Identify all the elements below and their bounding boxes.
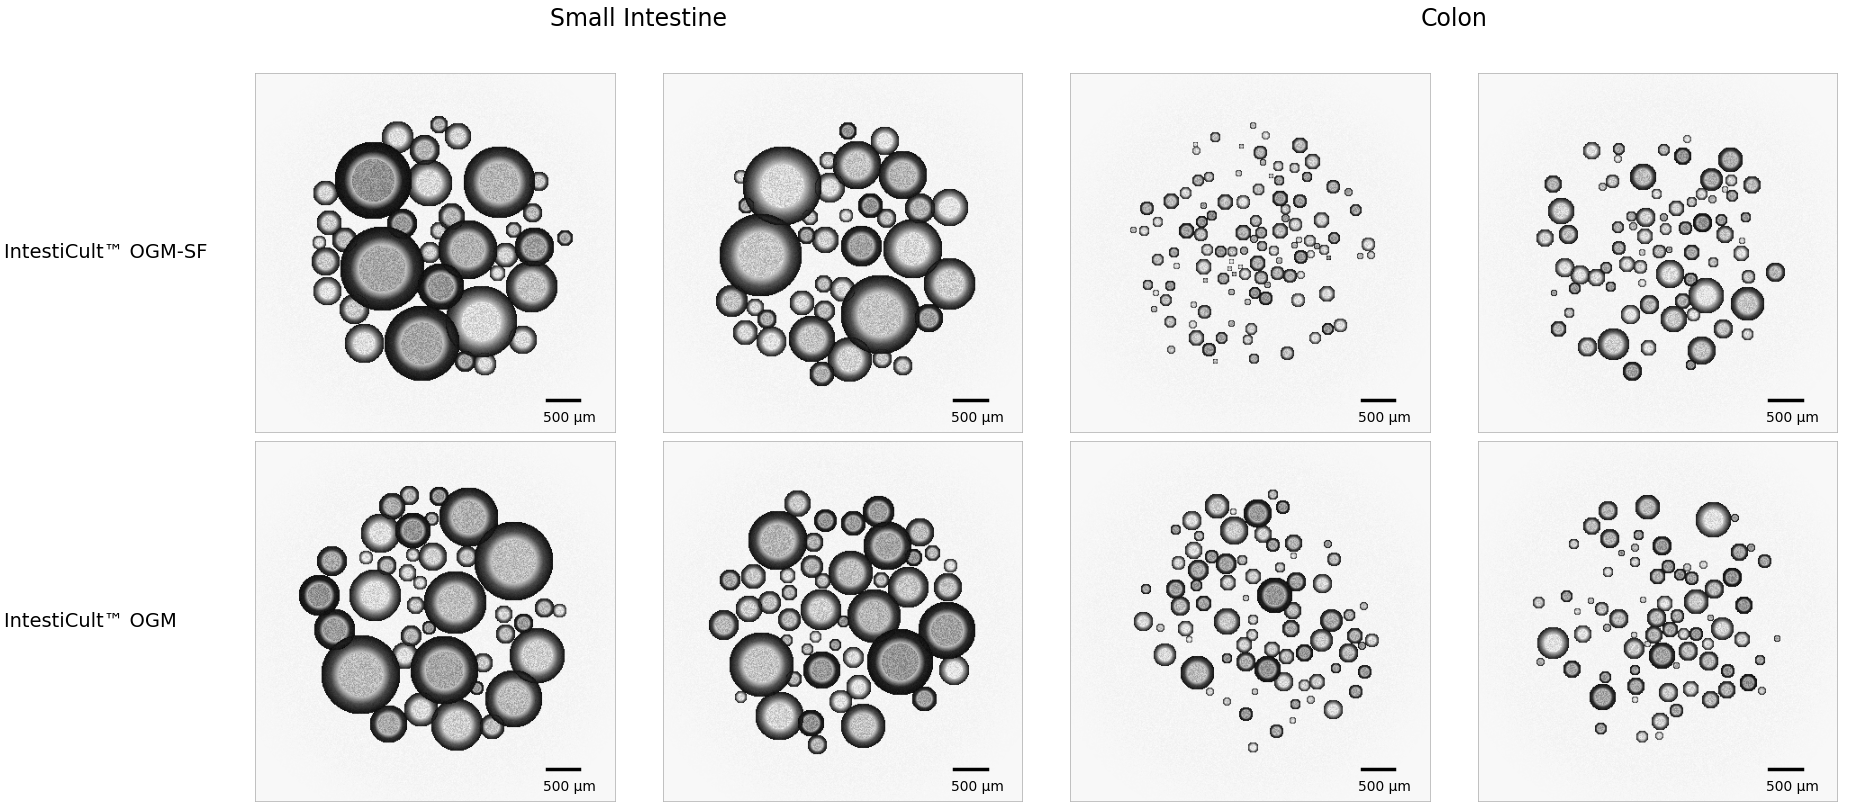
Text: 500 μm: 500 μm: [544, 780, 596, 794]
Text: 500 μm: 500 μm: [544, 411, 596, 426]
Text: 500 μm: 500 μm: [1358, 780, 1410, 794]
Text: 500 μm: 500 μm: [951, 780, 1003, 794]
Text: 500 μm: 500 μm: [1765, 411, 1819, 426]
Text: 500 μm: 500 μm: [1765, 780, 1819, 794]
Text: 500 μm: 500 μm: [951, 411, 1003, 426]
Text: Colon: Colon: [1420, 6, 1487, 31]
Text: Small Intestine: Small Intestine: [549, 6, 727, 31]
Text: IntestiCult™ OGM: IntestiCult™ OGM: [4, 612, 176, 631]
Text: IntestiCult™ OGM-SF: IntestiCult™ OGM-SF: [4, 243, 207, 262]
Text: 500 μm: 500 μm: [1358, 411, 1410, 426]
